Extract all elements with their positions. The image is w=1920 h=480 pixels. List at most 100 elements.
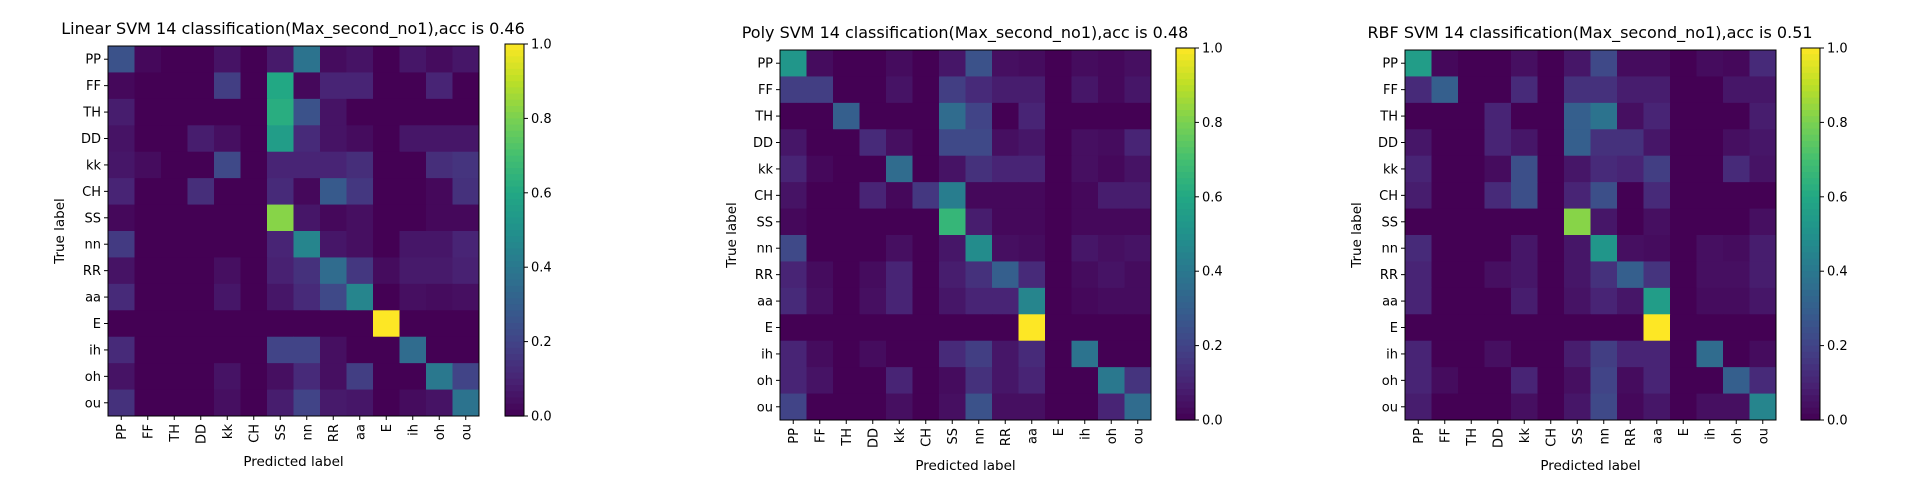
heatmap-cell-PP-DD [859,50,887,77]
heatmap-cell-TH-ih [1071,102,1099,130]
heatmap-cell-nn-TH [833,235,860,262]
heatmap-cell-DD-FF [134,125,162,153]
heatmap-cell-nn-ih [1696,235,1724,262]
heatmap-cell-DD-oh [426,125,453,153]
heatmap-cell-SS-aa [346,204,374,232]
heatmap-cell-ou-CH [1537,393,1565,421]
heatmap-cell-TH-E [1670,102,1697,130]
heatmap-cell-SS-aa [1018,208,1046,236]
heatmap-cell-FF-E [1670,76,1697,104]
heatmap-cell-PP-aa [346,46,374,73]
colorbar-segment [1801,246,1820,254]
confusion-matrix-panel-1: Linear SVM 14 classification(Max_second_… [52,19,552,470]
heatmap-cell-RR-RR [1617,261,1644,289]
chart-title: Linear SVM 14 classification(Max_second_… [61,19,525,39]
heatmap-cell-kk-DD [187,151,215,179]
y-tick-label: aa [1382,295,1398,310]
colorbar-segment [1801,165,1820,173]
heatmap-cell-PP-RR [992,50,1019,77]
colorbar-segment [1801,103,1820,111]
colorbar-tick-label: 0.2 [1827,339,1848,354]
heatmap-cell-nn-CH [1537,235,1565,262]
y-tick-label: SS [756,215,773,230]
colorbar-segment [1176,308,1195,316]
heatmap-cell-nn-SS [1564,235,1591,262]
heatmap-cell-CH-nn [1590,182,1618,210]
heatmap-cell-E-TH [1458,314,1485,342]
colorbar: 0.0 0.2 0.4 0.6 0.8 1.0 [1175,42,1223,429]
heatmap-cell-oh-TH [161,363,188,391]
heatmap-cell-kk-CH [1537,155,1565,183]
colorbar-tick-label: 0.2 [1202,339,1223,354]
heatmap-cell-ih-nn [1590,340,1618,368]
heatmap-cell-FF-oh [1098,76,1125,104]
colorbar-segment [1176,302,1195,309]
heatmap-cell-kk-FF [134,151,162,179]
y-tick-label: PP [1382,57,1398,72]
colorbar-segment [1801,327,1820,334]
heatmap-cell-ou-RR [320,389,347,417]
heatmap-cell-SS-DD [187,204,215,232]
colorbar-segment [1176,128,1195,136]
colorbar-segment [1176,252,1195,260]
y-tick-label: RR [1380,268,1398,283]
colorbar-segment [505,360,524,367]
y-tick-label: nn [85,238,101,253]
colorbar-segment [505,329,524,336]
heatmap-cell-nn-kk [886,235,913,262]
heatmap-cell-TH-oh [1098,102,1125,130]
heatmap-cell-SS-TH [1458,208,1485,236]
y-tick-label: ou [1382,400,1398,415]
heatmap-cell-PP-nn [293,46,321,73]
heatmap-cell-kk-ih [1696,155,1724,183]
heatmap-cell-oh-PP [780,367,807,395]
heatmap-cell-SS-ih [1071,208,1099,236]
y-axis-label: True label [52,198,68,265]
heatmap-cell-E-RR [320,310,347,338]
heatmap-cell-FF-nn [293,72,321,100]
heatmap-cell-oh-DD [859,367,887,395]
heatmap-cell-RR-ih [1696,261,1724,289]
heatmap-cell-kk-nn [1590,155,1618,183]
heatmap-cell-aa-RR [992,287,1019,315]
heatmap-cell-RR-RR [320,257,347,285]
heatmap-cell-aa-E [373,283,400,311]
heatmap-cell-SS-DD [859,208,887,236]
heatmap-cell-ou-ou [1749,393,1777,421]
heatmap-cell-TH-DD [187,98,215,126]
heatmap-cell-nn-ou [1749,235,1777,262]
heatmap-cell-CH-RR [1617,182,1644,210]
heatmap-cell-oh-aa [346,363,374,391]
heatmap-cell-ih-oh [1098,340,1125,368]
colorbar-segment [1801,122,1820,130]
colorbar-segment [1801,159,1820,167]
colorbar-segment [505,298,524,305]
colorbar-segment [1801,91,1820,99]
colorbar-segment [505,267,524,274]
colorbar-frame [504,43,525,417]
heatmap-cell-FF-E [373,72,400,100]
colorbar-segment [1176,407,1195,415]
heatmap-cell-PP-ou [452,46,480,73]
heatmap-cell-PP-RR [320,46,347,73]
x-axis-label: Predicted label [915,458,1015,474]
heatmap-cell-SS-ou [1124,208,1152,236]
colorbar-segment [1176,103,1195,111]
heatmap-cell-ou-aa [1643,393,1671,421]
heatmap-cell-aa-RR [1617,287,1644,315]
heatmap-cell-PP-aa [1643,50,1671,77]
colorbar-segment [1176,85,1195,92]
heatmap-cell-ou-kk [214,389,241,417]
colorbar-segment [505,223,524,231]
heatmap-cell-nn-PP [1405,235,1432,262]
heatmap-cell-ou-nn [293,389,321,417]
y-tick-label: FF [86,79,101,94]
heatmap-cell-CH-DD [1484,182,1512,210]
heatmap-cell-TH-kk [1511,102,1538,130]
heatmap-cell-oh-CH [912,367,940,395]
heatmap-cell-E-ou [1124,314,1152,342]
heatmap-cell-DD-kk [1511,129,1538,157]
heatmap-cell-DD-CH [912,129,940,157]
y-tick-label: aa [85,291,101,306]
heatmap-cell-ou-oh [1723,393,1750,421]
